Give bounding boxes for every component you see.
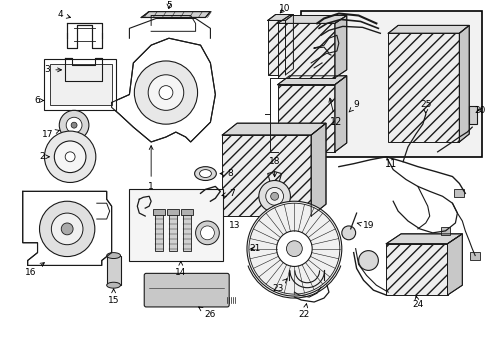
Circle shape xyxy=(148,75,183,111)
Bar xyxy=(386,244,447,295)
Text: 14: 14 xyxy=(175,261,186,277)
Ellipse shape xyxy=(106,253,120,258)
Polygon shape xyxy=(22,192,111,265)
Text: 25: 25 xyxy=(419,100,430,113)
Bar xyxy=(453,189,464,197)
Bar xyxy=(166,209,179,215)
Circle shape xyxy=(71,122,77,128)
Text: 10: 10 xyxy=(278,4,290,13)
Bar xyxy=(267,21,285,75)
Text: 21: 21 xyxy=(249,244,260,253)
Circle shape xyxy=(159,86,173,99)
Bar xyxy=(440,227,449,235)
Text: 24: 24 xyxy=(411,296,423,310)
Circle shape xyxy=(65,152,75,162)
Circle shape xyxy=(200,226,214,240)
Circle shape xyxy=(341,226,355,240)
Circle shape xyxy=(246,201,341,296)
Bar xyxy=(387,33,458,142)
Polygon shape xyxy=(310,123,325,216)
Bar xyxy=(469,252,479,260)
Text: 4: 4 xyxy=(57,10,70,19)
Bar xyxy=(183,211,190,251)
Circle shape xyxy=(199,190,217,208)
Text: 15: 15 xyxy=(108,289,119,305)
Ellipse shape xyxy=(194,167,216,180)
Text: 9: 9 xyxy=(348,100,359,112)
Circle shape xyxy=(358,251,378,270)
Polygon shape xyxy=(386,234,461,244)
Bar xyxy=(153,209,164,215)
Polygon shape xyxy=(334,15,346,78)
Text: 16: 16 xyxy=(25,263,44,277)
Circle shape xyxy=(195,221,219,245)
Bar xyxy=(301,10,481,157)
Text: 12: 12 xyxy=(328,98,342,127)
Bar xyxy=(50,64,111,105)
Polygon shape xyxy=(458,26,468,142)
Ellipse shape xyxy=(106,282,120,288)
Text: 17: 17 xyxy=(41,130,59,139)
Text: 8: 8 xyxy=(220,169,233,178)
Bar xyxy=(155,211,163,251)
Text: 13: 13 xyxy=(229,221,241,230)
Polygon shape xyxy=(111,38,215,142)
Text: 3: 3 xyxy=(44,66,61,75)
Circle shape xyxy=(286,241,302,257)
Polygon shape xyxy=(387,26,468,33)
Circle shape xyxy=(40,201,95,257)
Polygon shape xyxy=(447,234,461,295)
Text: 20: 20 xyxy=(473,106,485,115)
Polygon shape xyxy=(285,14,293,75)
Circle shape xyxy=(134,61,197,124)
Circle shape xyxy=(51,213,83,245)
Circle shape xyxy=(61,223,73,235)
Circle shape xyxy=(54,141,86,172)
Text: 18: 18 xyxy=(268,157,280,177)
Bar xyxy=(129,189,223,261)
Polygon shape xyxy=(222,123,325,135)
Text: 6: 6 xyxy=(35,96,43,105)
Polygon shape xyxy=(67,23,102,48)
Polygon shape xyxy=(267,14,293,21)
Ellipse shape xyxy=(199,170,211,177)
Bar xyxy=(222,135,310,216)
Bar xyxy=(277,85,334,152)
Bar xyxy=(468,107,476,124)
Bar xyxy=(168,211,177,251)
Text: 2: 2 xyxy=(40,152,49,161)
Circle shape xyxy=(44,131,96,183)
Polygon shape xyxy=(65,58,102,81)
Circle shape xyxy=(310,60,326,76)
Circle shape xyxy=(59,111,89,140)
Polygon shape xyxy=(277,76,346,85)
Bar xyxy=(106,256,120,285)
Circle shape xyxy=(66,117,82,133)
Circle shape xyxy=(265,188,283,205)
Text: 23: 23 xyxy=(271,279,286,293)
Text: 1: 1 xyxy=(148,146,154,191)
Polygon shape xyxy=(141,12,210,18)
Polygon shape xyxy=(277,15,346,23)
Text: 11: 11 xyxy=(384,159,397,169)
Bar xyxy=(277,23,334,78)
Circle shape xyxy=(276,231,311,266)
Bar xyxy=(44,59,115,111)
Text: 7: 7 xyxy=(222,189,235,198)
Text: 26: 26 xyxy=(198,307,216,319)
Text: 22: 22 xyxy=(298,304,309,319)
Circle shape xyxy=(258,180,290,212)
Text: 5: 5 xyxy=(166,1,171,10)
Circle shape xyxy=(270,192,278,200)
FancyBboxPatch shape xyxy=(144,273,229,307)
Polygon shape xyxy=(334,76,346,152)
Bar xyxy=(181,209,192,215)
Text: 19: 19 xyxy=(356,221,373,230)
Polygon shape xyxy=(313,35,338,53)
